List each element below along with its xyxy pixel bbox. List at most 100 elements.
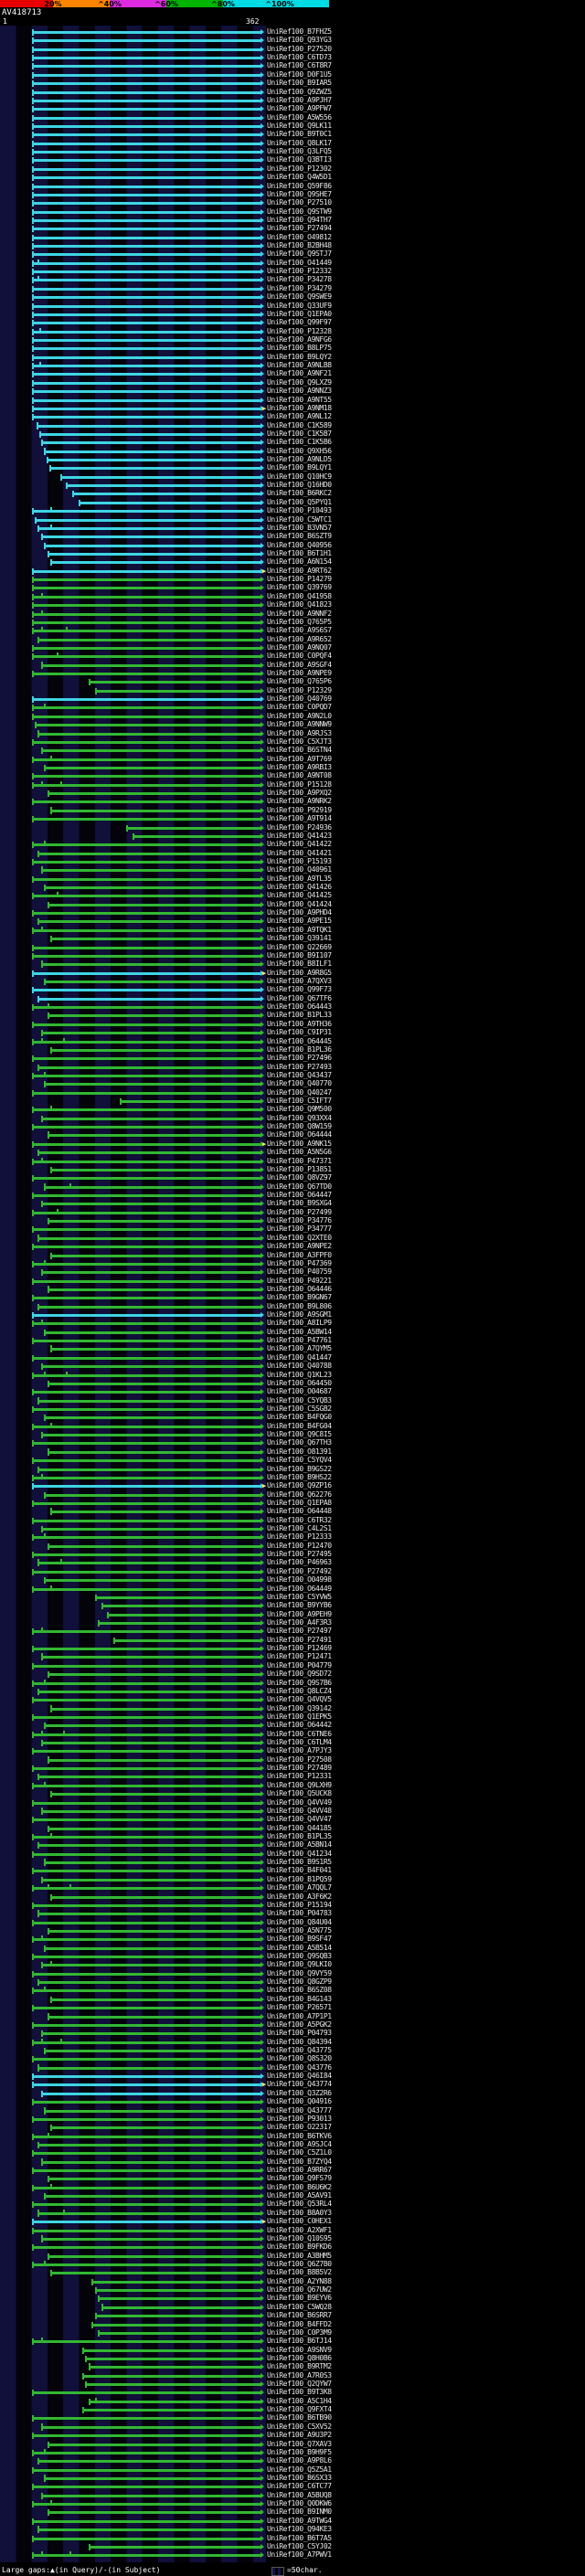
hit-label[interactable]: UniRef100_Q40961 [267,865,332,875]
hit-label[interactable]: UniRef100_P34776 [267,1216,332,1224]
hit-bar[interactable] [32,90,261,94]
hit-label[interactable]: UniRef100_Q9FXT4 [267,2405,332,2414]
hit-label[interactable]: UniRef100_B1PL36 [267,1044,332,1054]
hit-label[interactable]: UniRef100_A9TL35 [267,874,332,883]
hit-row[interactable]: UniRef100_Q9FS79 [0,2174,585,2183]
hit-label[interactable]: UniRef100_A5C1H4 [267,2396,332,2405]
hit-row[interactable]: UniRef100_P27510 [0,198,585,207]
hit-row[interactable]: UniRef100_A9TL35 [0,875,585,884]
hit-label[interactable]: UniRef100_P27493 [267,1062,332,1071]
hit-bar[interactable] [47,2178,261,2181]
hit-bar[interactable] [32,57,261,60]
hit-bar[interactable] [32,1177,261,1181]
hit-label[interactable]: UniRef100_A9PXQ2 [267,789,332,797]
hit-row[interactable]: UniRef100_Q9SWE9 [0,292,585,302]
hit-label[interactable]: UniRef100_Q9M500 [267,1105,332,1114]
hit-label[interactable]: UniRef100_C0P3M9 [267,2327,332,2337]
hit-bar[interactable] [40,1656,261,1659]
hit-bar[interactable] [47,2443,261,2446]
hit-row[interactable]: ▶ UniRef100_A9NK15 [0,1140,585,1149]
hit-bar[interactable] [44,1493,261,1497]
hit-bar[interactable] [81,2409,261,2412]
hit-label[interactable]: UniRef100_O64446 [267,1284,332,1293]
hit-row[interactable]: UniRef100_Q93YG3 [0,36,585,45]
hit-label[interactable]: UniRef100_A5BUQ8 [267,2490,332,2499]
hit-label[interactable]: UniRef100_C5YQB3 [267,1395,332,1405]
hit-row[interactable]: UniRef100_B6SZ08 [0,1986,585,1995]
hit-row[interactable]: UniRef100_B8ILF1 [0,959,585,969]
hit-row[interactable]: UniRef100_C6TLM4 [0,1738,585,1747]
hit-row[interactable]: UniRef100_A7PWV1 [0,2550,585,2560]
hit-row[interactable]: UniRef100_P12471 [0,1652,585,1661]
hit-bar[interactable] [32,373,261,376]
hit-label[interactable]: UniRef100_Q40788 [267,1362,332,1371]
hit-label[interactable]: UniRef100_B9I107 [267,950,332,959]
hit-bar[interactable] [32,2340,261,2344]
hit-bar[interactable] [50,1895,261,1899]
hit-label[interactable]: UniRef100_P47369 [267,1258,332,1267]
hit-row[interactable]: UniRef100_B6TKV6 [0,2132,585,2141]
hit-row[interactable]: UniRef100_A4F3R3 [0,1618,585,1627]
hit-bar[interactable] [40,2237,261,2241]
hit-row[interactable]: UniRef100_A9PE15 [0,917,585,926]
hit-bar[interactable] [50,1998,261,2001]
hit-bar[interactable] [32,1715,261,1719]
hit-row[interactable]: UniRef100_Q9C8I5 [0,1430,585,1439]
hit-label[interactable]: UniRef100_O64445 [267,1036,332,1045]
hit-row[interactable]: UniRef100_Q41423 [0,832,585,841]
hit-label[interactable]: UniRef100_Q41425 [267,891,332,900]
hit-row[interactable]: UniRef100_B4FFD2 [0,2320,585,2329]
hit-bar[interactable] [32,1630,261,1634]
hit-label[interactable]: UniRef100_C5XJT3 [267,737,332,746]
hit-bar[interactable] [32,954,261,958]
hit-label[interactable]: UniRef100_P46963 [267,1558,332,1567]
hit-label[interactable]: UniRef100_Q6Z7B0 [267,2260,332,2268]
hit-bar[interactable] [32,706,261,710]
hit-label[interactable]: UniRef100_B9GS22 [267,1464,332,1473]
hit-row[interactable]: UniRef100_P27497 [0,1627,585,1636]
hit-label[interactable]: UniRef100_Q1EPA8 [267,1498,332,1507]
hit-label[interactable]: UniRef100_O41449 [267,258,332,267]
hit-bar[interactable] [37,638,261,641]
hit-label[interactable]: UniRef100_B9HS22 [267,1472,332,1481]
hit-bar[interactable] [32,1972,261,1976]
hit-row[interactable]: UniRef100_A9PHD4 [0,908,585,917]
hit-label[interactable]: UniRef100_Q53RL4 [267,2200,332,2209]
hit-bar[interactable] [32,2468,261,2472]
hit-bar[interactable] [37,1065,261,1069]
hit-bar[interactable] [32,818,261,822]
hit-label[interactable]: UniRef100_Q41823 [267,600,332,610]
hit-label[interactable]: UniRef100_Q4VQV5 [267,1695,332,1704]
hit-row[interactable]: UniRef100_P93013 [0,2115,585,2124]
hit-bar[interactable] [32,304,261,308]
hit-row[interactable]: UniRef100_C6T8R7 [0,61,585,70]
hit-label[interactable]: UniRef100_P27492 [267,1566,332,1575]
hit-bar[interactable] [37,732,261,736]
hit-label[interactable]: UniRef100_Q67UW2 [267,2285,332,2294]
hit-row[interactable]: UniRef100_B9T3K8 [0,2388,585,2397]
hit-row[interactable]: UniRef100_A9NT55 [0,396,585,405]
hit-label[interactable]: UniRef100_Q41447 [267,1352,332,1362]
hit-row[interactable]: UniRef100_Q41447 [0,1353,585,1362]
hit-label[interactable]: UniRef100_P12469 [267,1644,332,1652]
hit-label[interactable]: UniRef100_C5WQ28 [267,2302,332,2311]
hit-bar[interactable] [32,1921,261,1924]
hit-label[interactable]: UniRef100_Q5PYQ1 [267,497,332,506]
hit-label[interactable]: UniRef100_P27499 [267,1207,332,1216]
hit-bar[interactable] [32,2007,261,2010]
hit-row[interactable]: UniRef100_A9N2L0 [0,712,585,721]
hit-bar[interactable] [44,1724,261,1728]
hit-bar[interactable] [32,39,261,43]
hit-bar[interactable] [40,1528,261,1531]
hit-label[interactable]: UniRef100_P47761 [267,1336,332,1345]
hit-label[interactable]: UniRef100_A9SGM1 [267,1310,332,1319]
hit-label[interactable]: UniRef100_A9PE15 [267,917,332,926]
hit-bar[interactable] [32,2023,261,2027]
hit-bar[interactable] [38,432,261,436]
hit-label[interactable]: UniRef100_Q84394 [267,2037,332,2046]
hit-bar[interactable] [32,971,261,975]
hit-row[interactable]: UniRef100_Q8GZP9 [0,1977,585,1987]
hit-bar[interactable] [37,997,261,1001]
hit-row[interactable]: UniRef100_O64442 [0,1721,585,1730]
hit-row[interactable]: UniRef100_C5SGB2 [0,1405,585,1414]
